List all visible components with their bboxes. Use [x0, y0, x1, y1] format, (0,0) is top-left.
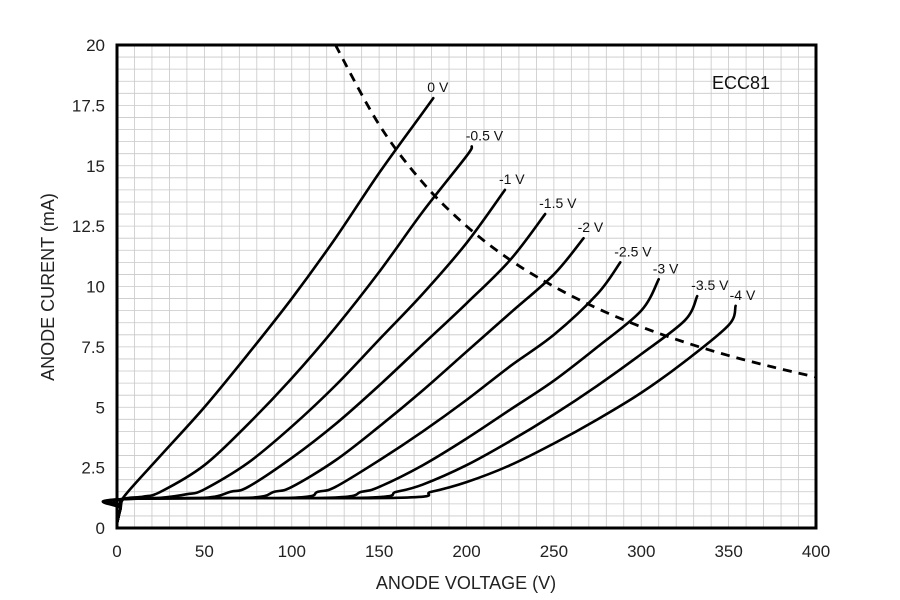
curve-label: -2 V — [578, 219, 604, 235]
x-tick-label: 300 — [627, 542, 655, 561]
x-tick-labels: 0 50 100 150 200 250 300 350 400 — [112, 542, 830, 561]
curve-label: -0.5 V — [466, 127, 504, 143]
x-axis-title: ANODE VOLTAGE (V) — [376, 573, 556, 593]
plate-curves — [101, 96, 737, 525]
max-dissipation-curve — [334, 44, 817, 379]
y-tick-label: 2.5 — [81, 459, 105, 478]
curve-label: -1 V — [499, 171, 525, 187]
curve-label: -1.5 V — [539, 195, 577, 211]
curve-label: 0 V — [427, 79, 449, 95]
y-tick-label: 20 — [86, 36, 105, 55]
y-tick-label: 12.5 — [72, 217, 105, 236]
plate-curve — [101, 304, 737, 525]
dissipation-line — [334, 44, 817, 379]
curve-label: -2.5 V — [614, 243, 652, 259]
curve-label: -4 V — [730, 287, 756, 303]
curve-label: -3 V — [653, 260, 679, 276]
y-tick-label: 0 — [96, 519, 105, 538]
y-tick-label: 7.5 — [81, 338, 105, 357]
y-tick-label: 17.5 — [72, 96, 105, 115]
x-tick-label: 150 — [365, 542, 393, 561]
y-tick-labels: 0 2.5 5 7.5 10 12.5 15 17.5 20 — [72, 36, 105, 538]
y-tick-label: 5 — [96, 398, 105, 417]
y-axis-title: ANODE CURENT (mA) — [38, 193, 58, 381]
x-tick-label: 0 — [112, 542, 121, 561]
x-tick-label: 350 — [714, 542, 742, 561]
x-tick-label: 250 — [540, 542, 568, 561]
plot-frame — [115, 43, 818, 530]
y-tick-label: 15 — [86, 157, 105, 176]
x-tick-label: 400 — [802, 542, 830, 561]
x-tick-label: 200 — [452, 542, 480, 561]
curve-labels: 0 V -0.5 V -1 V -1.5 V-2 V -2.5 V-3 V -3.5 V-… — [427, 79, 756, 303]
tube-type-label: ECC81 — [712, 73, 770, 93]
curve-label: -3.5 V — [691, 277, 729, 293]
x-tick-label: 100 — [278, 542, 306, 561]
x-tick-label: 50 — [195, 542, 214, 561]
y-tick-label: 10 — [86, 278, 105, 297]
